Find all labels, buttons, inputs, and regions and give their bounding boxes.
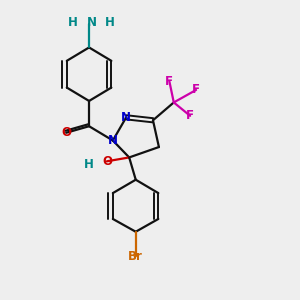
Text: F: F [186,109,194,122]
Text: N: N [121,111,131,124]
Text: O: O [102,155,112,168]
Text: O: O [61,126,71,139]
Text: F: F [192,83,200,97]
Text: H: H [68,16,78,29]
Text: H: H [105,16,115,29]
Text: N: N [108,134,118,147]
Text: H: H [84,158,94,171]
Text: F: F [165,74,173,88]
Text: N: N [87,16,97,29]
Text: Br: Br [128,250,143,263]
